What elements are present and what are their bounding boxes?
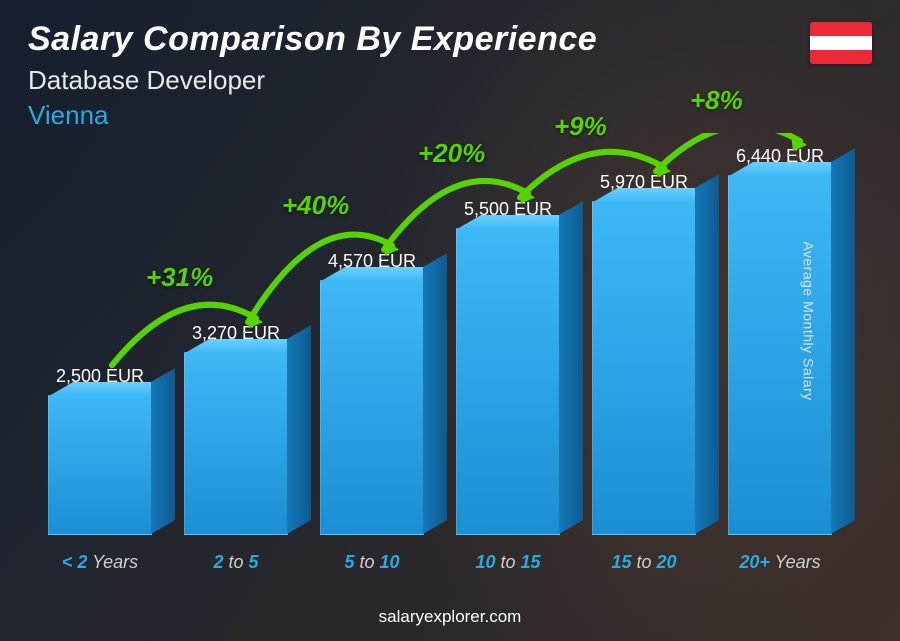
flag-austria-icon <box>810 22 872 64</box>
y-axis-label: Average Monthly Salary <box>800 241 816 400</box>
footer-attribution: salaryexplorer.com <box>0 607 900 627</box>
page-title: Salary Comparison By Experience <box>28 20 872 59</box>
pct-change-label: +8% <box>690 85 743 116</box>
pct-arrow-icon <box>40 133 840 573</box>
city-label: Vienna <box>28 100 872 131</box>
header: Salary Comparison By Experience Database… <box>28 20 872 131</box>
flag-stripe-top <box>810 22 872 36</box>
flag-stripe-mid <box>810 36 872 50</box>
chart: 2,500 EUR3,270 EUR4,570 EUR5,500 EUR5,97… <box>40 133 840 573</box>
subtitle: Database Developer <box>28 65 872 96</box>
flag-stripe-bot <box>810 50 872 64</box>
